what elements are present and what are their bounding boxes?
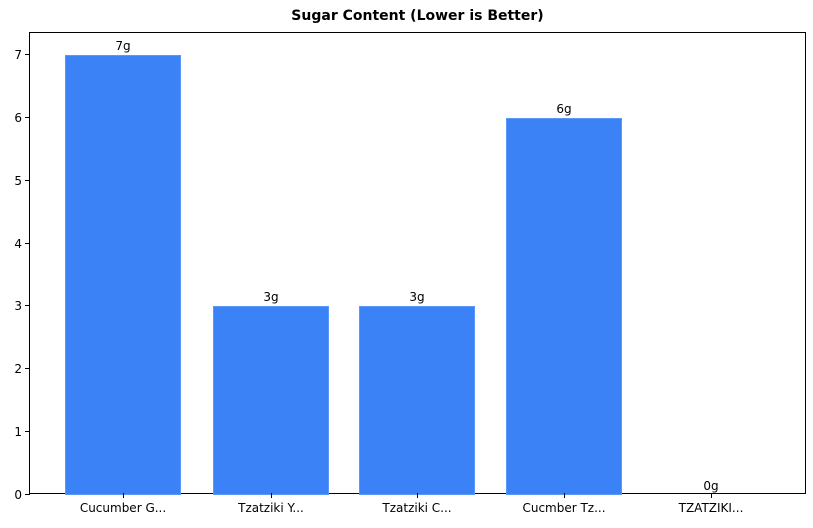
x-tick-label: Cucmber Tz... [522, 501, 606, 515]
plot-area: 0 1 2 3 4 5 6 7 7g Cucumber G... 3g Tzatziki Y... 3g… [14, 32, 806, 515]
y-tick-label: 5 [14, 173, 22, 188]
x-tick [564, 493, 565, 498]
x-tick [711, 493, 712, 498]
y-tick [25, 242, 30, 244]
bar [213, 306, 329, 495]
bar [359, 306, 475, 495]
y-tick [25, 116, 30, 118]
y-tick-label: 0 [14, 488, 22, 502]
bar [506, 117, 622, 495]
x-tick-label: Tzatziki C... [382, 501, 452, 515]
y-tick [25, 368, 30, 370]
x-tick [123, 493, 124, 498]
y-tick [25, 54, 30, 55]
y-tick [25, 431, 30, 433]
x-tick [271, 493, 272, 498]
y-tick [25, 305, 30, 307]
x-tick [417, 493, 418, 498]
y-tick-label: 6 [14, 110, 22, 125]
x-tick-label: Cucumber G... [79, 501, 167, 515]
y-tick-label: 4 [14, 236, 22, 251]
x-tick-label: Tzatziki Y... [238, 501, 304, 515]
bar-value-label: 0g [703, 479, 719, 493]
bar-value-label: 6g [556, 101, 572, 116]
y-tick-label: 2 [14, 362, 22, 377]
y-tick [25, 494, 30, 495]
y-tick-label: 1 [14, 425, 22, 440]
y-tick-label: 7 [14, 48, 22, 62]
y-tick [25, 179, 30, 181]
y-tick-label: 3 [14, 299, 22, 314]
bar-value-label: 3g [409, 290, 425, 305]
bar-value-label: 7g [115, 39, 131, 53]
chart-title: Sugar Content (Lower is Better) [291, 8, 544, 24]
bar [65, 55, 181, 495]
x-tick-label: TZATZIKI... [678, 501, 744, 515]
bar-value-label: 3g [263, 290, 279, 305]
